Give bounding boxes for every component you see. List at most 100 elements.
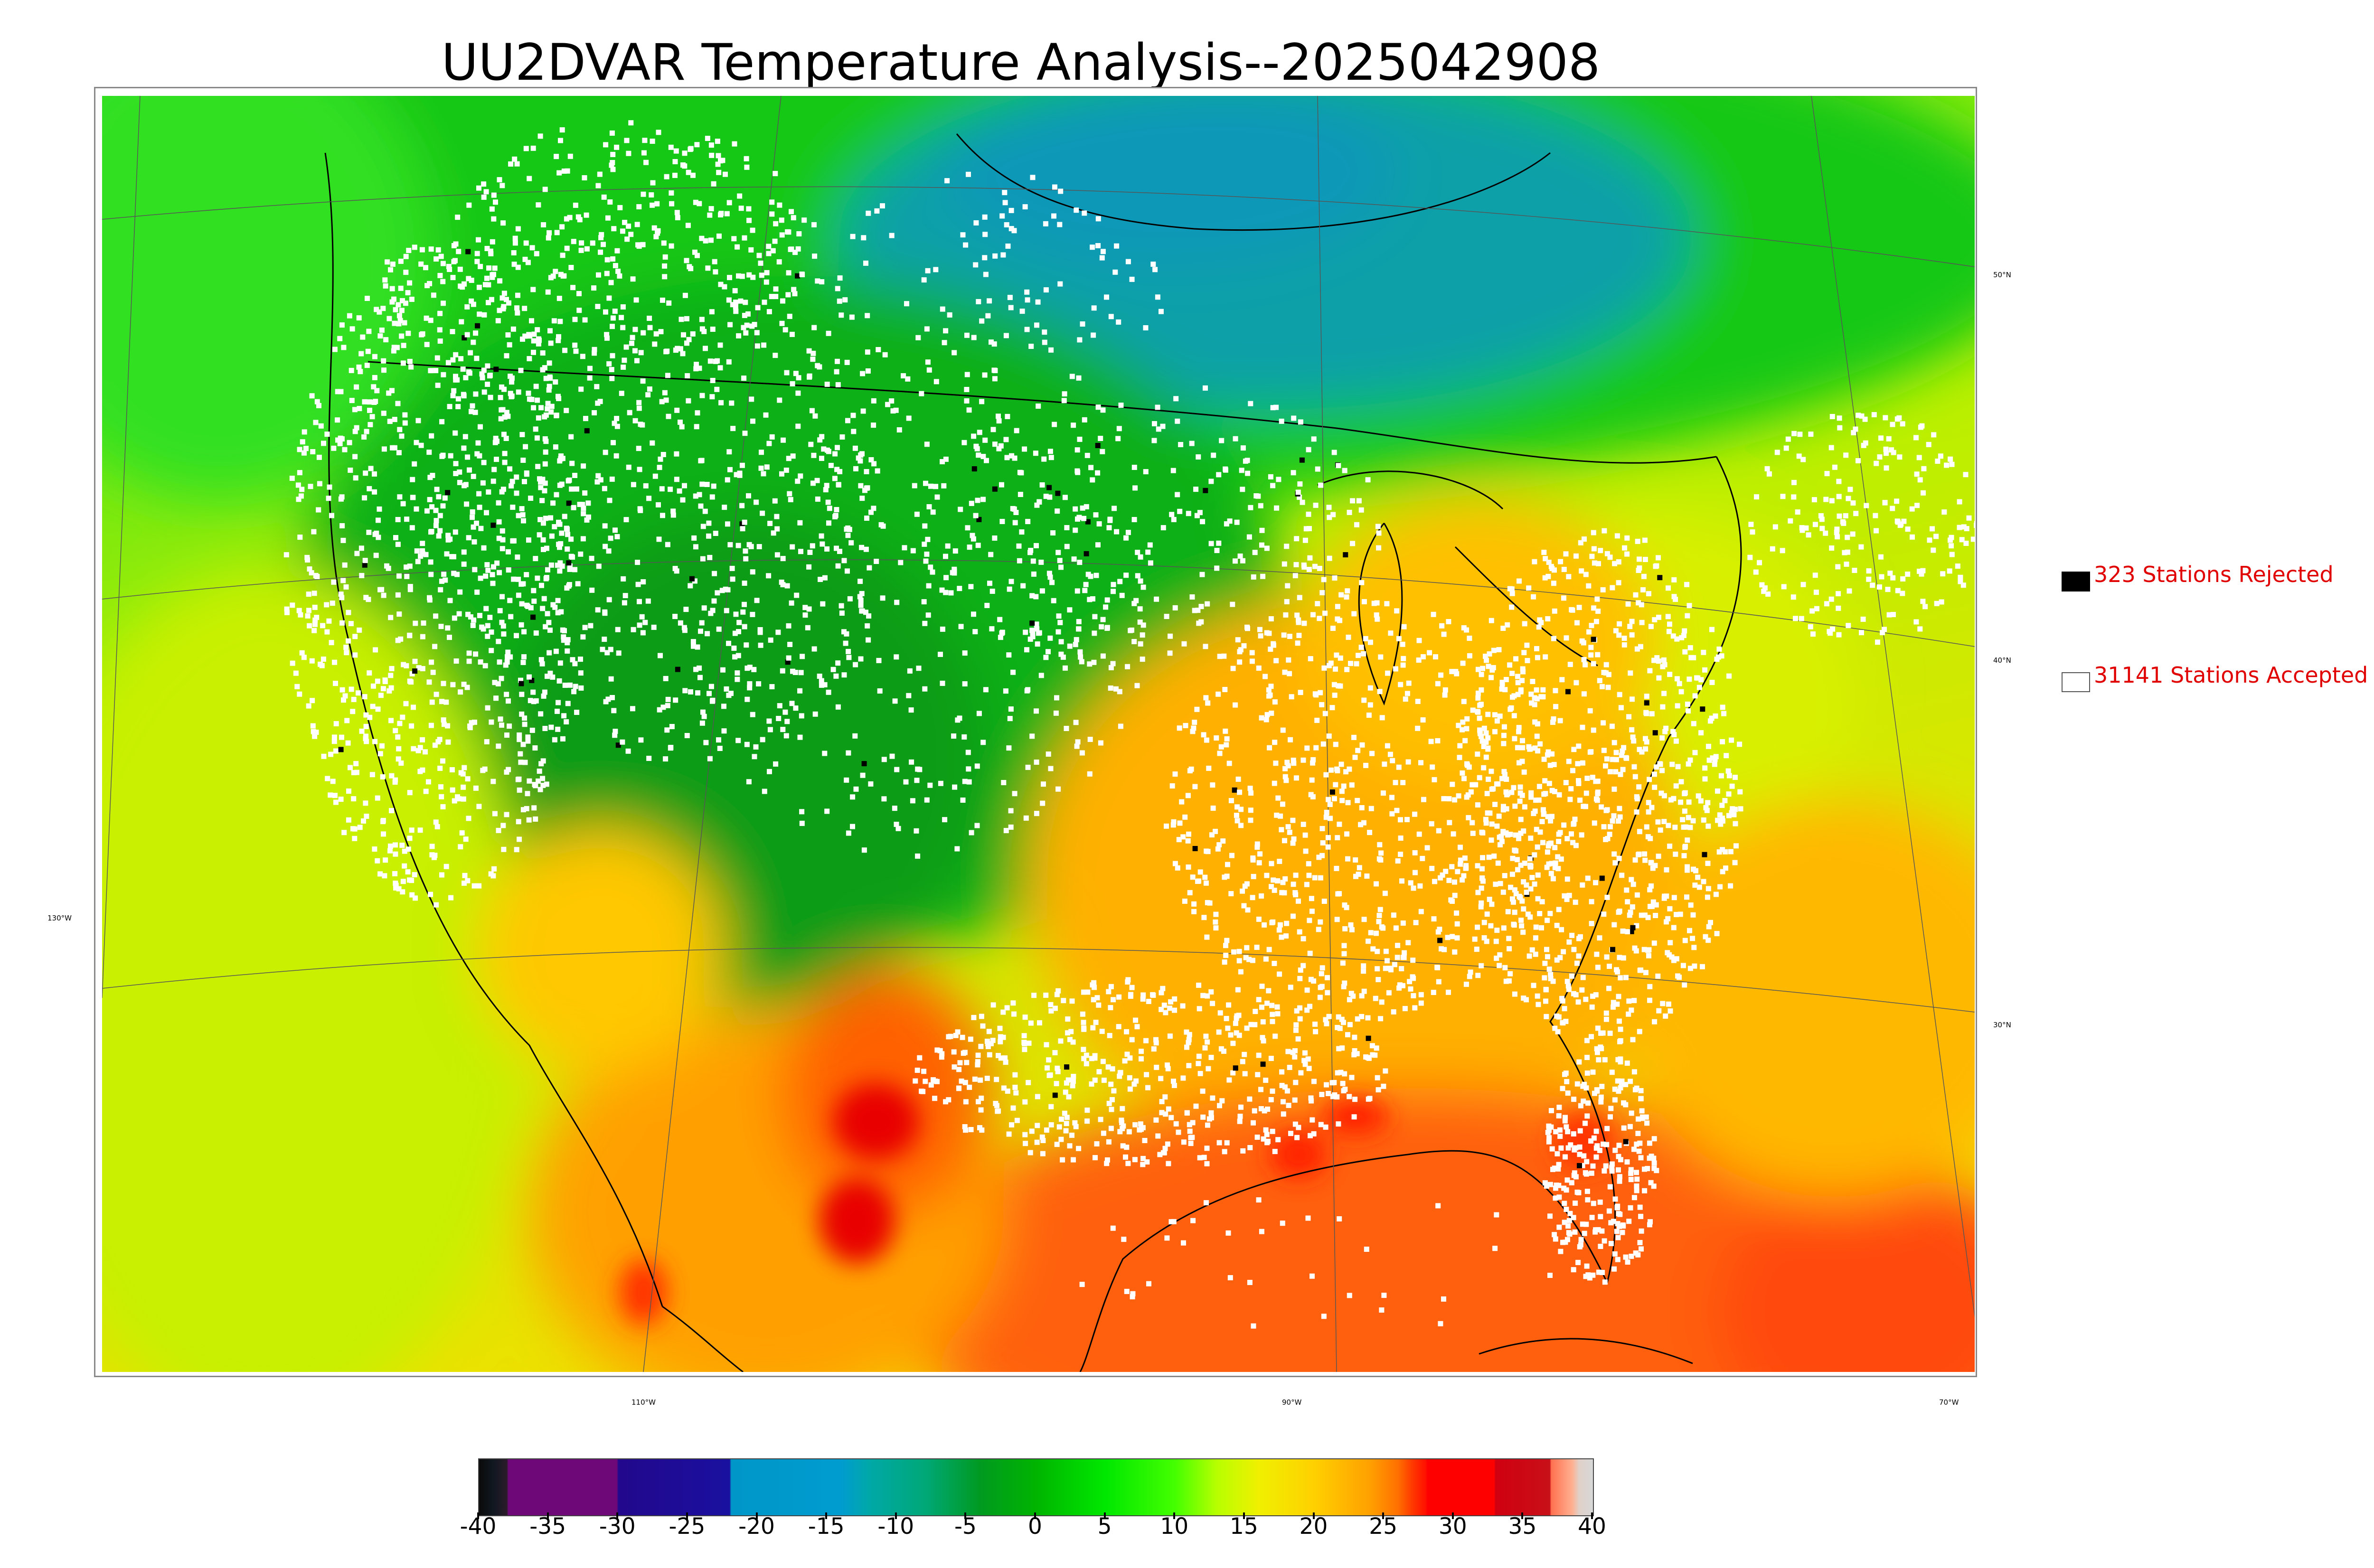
accepted-station-marker bbox=[1485, 735, 1491, 741]
accepted-station-marker bbox=[1836, 494, 1842, 499]
accepted-station-marker bbox=[1491, 853, 1497, 859]
accepted-station-marker bbox=[1606, 1208, 1612, 1214]
accepted-station-marker bbox=[904, 301, 909, 307]
map-panel[interactable] bbox=[94, 87, 1977, 1377]
accepted-station-marker bbox=[1339, 1016, 1345, 1022]
accepted-station-marker bbox=[1563, 1070, 1569, 1076]
accepted-station-marker bbox=[501, 304, 507, 310]
accepted-station-marker bbox=[1454, 910, 1460, 916]
accepted-station-marker bbox=[358, 351, 364, 357]
accepted-station-marker bbox=[1717, 812, 1723, 818]
accepted-station-marker bbox=[726, 200, 732, 206]
accepted-station-marker bbox=[1062, 495, 1068, 500]
accepted-station-marker bbox=[550, 500, 556, 506]
accepted-station-marker bbox=[1172, 996, 1178, 1002]
accepted-station-marker bbox=[314, 399, 320, 404]
accepted-station-marker bbox=[1184, 1044, 1189, 1050]
accepted-station-marker bbox=[1171, 1083, 1177, 1088]
temperature-map[interactable] bbox=[102, 96, 1975, 1372]
accepted-station-marker bbox=[335, 437, 340, 443]
accepted-station-marker bbox=[451, 259, 457, 264]
accepted-station-marker bbox=[1738, 806, 1743, 812]
accepted-station-marker bbox=[507, 466, 513, 472]
accepted-station-marker bbox=[843, 640, 848, 646]
accepted-station-marker bbox=[1104, 1157, 1110, 1163]
accepted-station-marker bbox=[1479, 875, 1485, 881]
accepted-station-marker bbox=[1159, 309, 1164, 314]
accepted-station-marker bbox=[1638, 644, 1643, 649]
accepted-station-marker bbox=[1065, 1016, 1071, 1022]
accepted-station-marker bbox=[824, 382, 830, 387]
accepted-station-marker bbox=[452, 798, 457, 804]
accepted-station-marker bbox=[1701, 879, 1706, 884]
accepted-station-marker bbox=[1585, 1197, 1591, 1202]
accepted-station-marker bbox=[384, 563, 389, 569]
accepted-station-marker bbox=[392, 320, 397, 326]
accepted-station-marker bbox=[1617, 908, 1622, 914]
accepted-station-marker bbox=[462, 281, 467, 287]
accepted-station-marker bbox=[561, 713, 567, 719]
accepted-station-marker bbox=[889, 233, 895, 238]
accepted-station-marker bbox=[407, 632, 413, 638]
accepted-station-marker bbox=[546, 360, 552, 366]
accepted-station-marker bbox=[542, 436, 548, 441]
accepted-station-marker bbox=[1208, 1110, 1214, 1116]
accepted-station-marker bbox=[1055, 786, 1061, 792]
accepted-station-marker bbox=[709, 698, 715, 704]
accepted-station-marker bbox=[828, 463, 834, 468]
accepted-station-marker bbox=[482, 282, 488, 288]
accepted-station-marker bbox=[1099, 624, 1104, 629]
accepted-station-marker bbox=[811, 646, 817, 652]
rejected-station-marker bbox=[1232, 787, 1237, 793]
accepted-station-marker bbox=[1548, 976, 1554, 981]
accepted-station-marker bbox=[353, 475, 358, 481]
accepted-station-marker bbox=[1642, 1166, 1647, 1172]
accepted-station-marker bbox=[1218, 744, 1224, 750]
accepted-station-marker bbox=[439, 699, 444, 704]
accepted-station-marker bbox=[1488, 675, 1494, 680]
accepted-station-marker bbox=[1535, 872, 1541, 878]
accepted-station-marker bbox=[1081, 1026, 1087, 1032]
accepted-station-marker bbox=[1328, 660, 1334, 666]
accepted-station-marker bbox=[1096, 1069, 1102, 1075]
accepted-station-marker bbox=[1682, 808, 1687, 814]
accepted-station-marker bbox=[824, 546, 830, 552]
accepted-station-marker bbox=[983, 687, 989, 693]
accepted-station-marker bbox=[1611, 1000, 1616, 1005]
accepted-station-marker bbox=[1138, 641, 1143, 647]
accepted-station-marker bbox=[433, 523, 439, 528]
accepted-station-marker bbox=[1274, 505, 1280, 511]
accepted-station-marker bbox=[1627, 912, 1632, 918]
accepted-station-marker bbox=[1529, 947, 1535, 953]
accepted-station-marker bbox=[1304, 987, 1310, 993]
accepted-station-marker bbox=[470, 403, 475, 409]
accepted-station-marker bbox=[1225, 862, 1230, 867]
accepted-station-marker bbox=[1949, 535, 1954, 540]
accepted-station-marker bbox=[1677, 975, 1682, 980]
accepted-station-marker bbox=[1082, 210, 1087, 216]
accepted-station-marker bbox=[1479, 687, 1484, 693]
accepted-station-marker bbox=[1574, 960, 1580, 966]
accepted-station-marker bbox=[458, 770, 464, 776]
accepted-station-marker bbox=[1342, 1071, 1347, 1077]
accepted-station-marker bbox=[1637, 747, 1642, 752]
accepted-station-marker bbox=[782, 327, 788, 333]
accepted-station-marker bbox=[441, 300, 446, 306]
accepted-station-marker bbox=[290, 602, 295, 608]
accepted-station-marker bbox=[512, 240, 518, 246]
accepted-station-marker bbox=[1949, 461, 1955, 467]
accepted-station-marker bbox=[331, 734, 337, 740]
accepted-station-marker bbox=[687, 264, 692, 270]
accepted-station-marker bbox=[1025, 297, 1030, 303]
accepted-station-marker bbox=[387, 848, 393, 854]
accepted-station-marker bbox=[1558, 559, 1564, 564]
accepted-station-marker bbox=[346, 638, 351, 644]
accepted-station-marker bbox=[528, 698, 533, 704]
accepted-station-marker bbox=[541, 222, 546, 227]
accepted-station-marker bbox=[1178, 442, 1184, 447]
accepted-station-marker bbox=[1098, 436, 1103, 441]
accepted-station-marker bbox=[559, 127, 565, 133]
accepted-station-marker bbox=[1584, 1070, 1590, 1076]
accepted-station-marker bbox=[330, 601, 335, 606]
accepted-station-marker bbox=[1059, 1117, 1064, 1122]
